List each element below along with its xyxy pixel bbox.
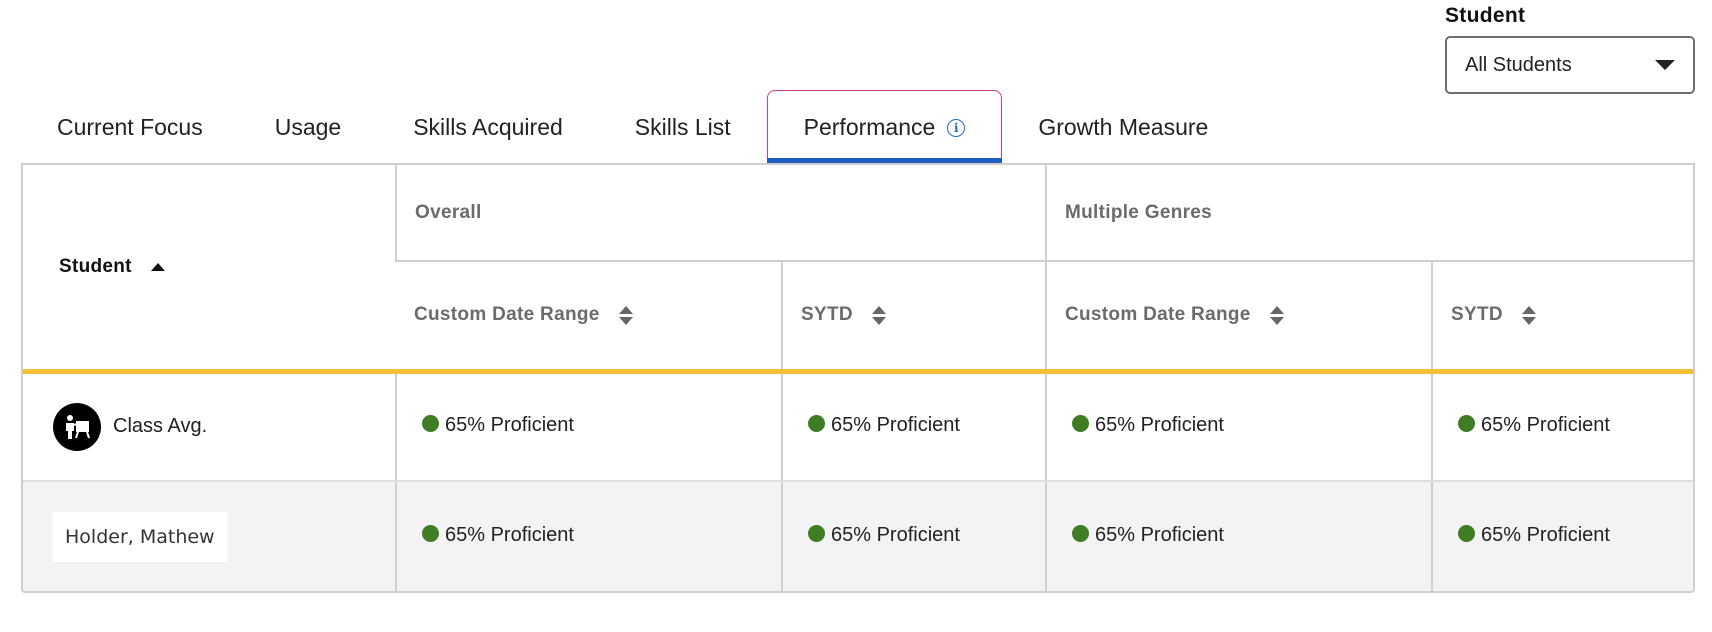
table-row-class-avg: Class Avg. 65% Proficient 65% Proficient… <box>23 371 1693 482</box>
proficient-status-dot <box>808 524 825 542</box>
sort-icon <box>1270 305 1285 325</box>
column-header-overall-sytd[interactable]: SYTD <box>781 261 1046 374</box>
score-text: 65% Proficient <box>1095 413 1224 436</box>
student-column-header[interactable]: Student <box>23 165 396 374</box>
student-select[interactable]: All Students <box>1445 36 1695 94</box>
tab-label: Usage <box>274 113 342 140</box>
column-header-overall-custom-date-range[interactable]: Custom Date Range <box>396 261 782 374</box>
tab-label: Growth Measure <box>1038 113 1209 140</box>
group-header-multiple-genres: Multiple Genres <box>1045 165 1693 262</box>
column-header-genres-custom-date-range[interactable]: Custom Date Range <box>1045 261 1432 374</box>
student-select-value: All Students <box>1465 53 1572 76</box>
report-tabs: Current Focus Usage Skills Acquired Skil… <box>22 90 1244 164</box>
score-text: 65% Proficient <box>445 413 574 436</box>
column-header-genres-sytd[interactable]: SYTD <box>1431 261 1693 374</box>
tab-skills-acquired[interactable]: Skills Acquired <box>377 90 599 164</box>
proficient-status-dot <box>808 414 825 432</box>
proficient-status-dot <box>1072 524 1089 542</box>
performance-table: Student Overall Multiple Genres Custom D… <box>21 163 1695 593</box>
score-text: 65% Proficient <box>1481 523 1610 546</box>
student-filter: Student All Students <box>1445 4 1695 94</box>
tab-label: Performance <box>803 114 936 140</box>
student-cell: Holder, Mathew <box>23 481 396 591</box>
score-cell: 65% Proficient <box>1431 481 1693 591</box>
score-cell: 65% Proficient <box>1045 481 1432 591</box>
tab-growth-measure[interactable]: Growth Measure <box>1002 90 1244 164</box>
score-cell: 65% Proficient <box>1431 371 1693 482</box>
student-filter-label: Student <box>1445 4 1526 27</box>
student-name-link[interactable]: Holder, Mathew <box>53 511 227 562</box>
proficient-status-dot <box>422 524 439 542</box>
score-cell: 65% Proficient <box>395 371 782 482</box>
tab-current-focus[interactable]: Current Focus <box>22 90 239 164</box>
sort-ascending-icon <box>151 262 166 271</box>
proficient-status-dot <box>1458 414 1475 432</box>
student-header-label: Student <box>59 255 132 277</box>
group-header-overall: Overall <box>395 165 1046 262</box>
tab-skills-list[interactable]: Skills List <box>599 90 767 164</box>
student-cell: Class Avg. <box>23 371 396 482</box>
sort-icon <box>619 305 634 325</box>
column-header-label: SYTD <box>801 304 853 326</box>
tab-label: Current Focus <box>57 113 203 140</box>
proficient-status-dot <box>1458 524 1475 542</box>
score-cell: 65% Proficient <box>395 481 782 591</box>
table-row: Holder, Mathew 65% Proficient 65% Profic… <box>23 481 1693 591</box>
tab-usage[interactable]: Usage <box>239 90 377 164</box>
score-text: 65% Proficient <box>1095 523 1224 546</box>
proficient-status-dot <box>1072 414 1089 432</box>
class-avg-icon <box>53 402 101 451</box>
score-text: 65% Proficient <box>445 523 574 546</box>
sort-icon <box>872 305 887 325</box>
tab-label: Skills Acquired <box>413 113 563 140</box>
tab-performance[interactable]: Performance i <box>766 90 1003 164</box>
score-text: 65% Proficient <box>831 413 960 436</box>
info-icon[interactable]: i <box>947 118 966 137</box>
score-cell: 65% Proficient <box>781 481 1046 591</box>
sort-icon <box>1522 305 1537 325</box>
score-text: 65% Proficient <box>831 523 960 546</box>
column-header-label: SYTD <box>1451 304 1503 326</box>
column-header-label: Custom Date Range <box>1065 304 1251 326</box>
score-cell: 65% Proficient <box>1045 371 1432 482</box>
score-text: 65% Proficient <box>1481 413 1610 436</box>
proficient-status-dot <box>422 414 439 432</box>
student-name: Class Avg. <box>113 415 208 438</box>
score-cell: 65% Proficient <box>781 371 1046 482</box>
tab-label: Skills List <box>634 113 731 140</box>
column-header-label: Custom Date Range <box>414 304 600 326</box>
chevron-down-icon <box>1655 60 1675 70</box>
